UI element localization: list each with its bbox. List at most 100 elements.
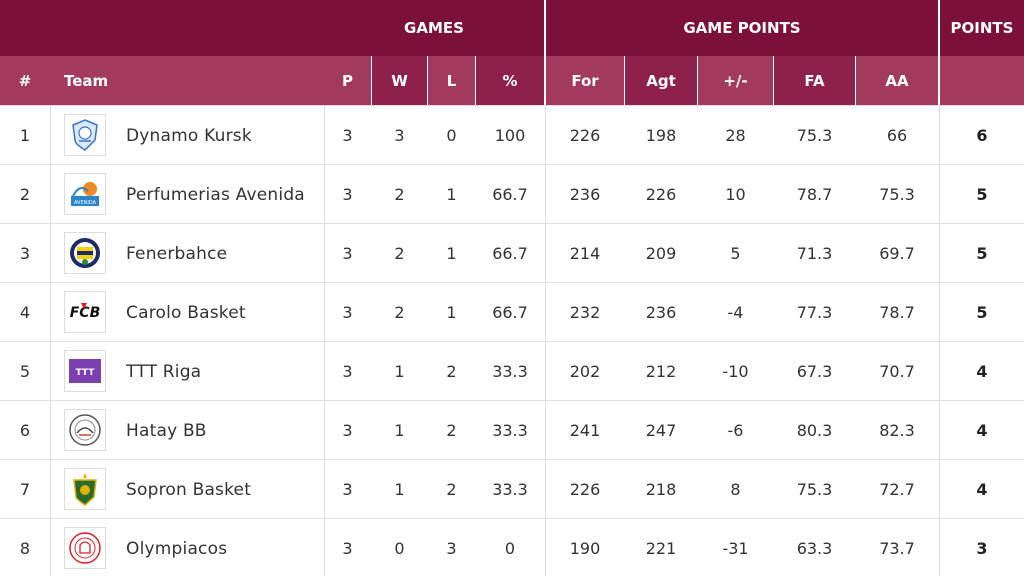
wins-cell: 2 [394, 185, 405, 204]
rank-cell: 2 [19, 185, 31, 204]
rank-cell: 7 [19, 480, 31, 499]
win-pct-cell: 33.3 [492, 362, 528, 381]
col-header-agt[interactable]: Agt [625, 56, 697, 105]
team-name-link[interactable]: Olympiacos [126, 538, 228, 559]
rank-cell: 8 [19, 539, 31, 558]
col-header-p[interactable]: P [324, 56, 371, 105]
table-row[interactable]: 8 3 0 3 0 190 221 -31 63.3 73.7 3 Olympiacos [0, 518, 1024, 577]
win-pct-cell: 33.3 [492, 421, 528, 440]
points-cell: 5 [976, 303, 988, 322]
header-blank [0, 0, 324, 56]
col-header-rank[interactable]: # [0, 56, 50, 105]
point-diff-cell: 10 [725, 185, 746, 204]
avg-against-cell: 78.7 [879, 303, 915, 322]
carolo-basket-logo[interactable]: FCB [64, 291, 106, 333]
points-for-cell: 241 [569, 421, 601, 440]
avg-for-cell: 67.3 [796, 362, 833, 381]
avg-against-cell: 69.7 [879, 244, 915, 263]
team-name-link[interactable]: Sopron Basket [126, 479, 252, 500]
played-cell: 3 [342, 244, 353, 263]
points-cell: 4 [976, 421, 988, 440]
col-header-pct[interactable]: % [476, 56, 544, 105]
wins-cell: 3 [394, 126, 405, 145]
table-row[interactable]: 1 3 3 0 100 226 198 28 75.3 66 6 Dynamo Kursk [0, 105, 1024, 164]
avg-for-cell: 75.3 [796, 480, 833, 499]
team-name-link[interactable]: Perfumerias Avenida [126, 184, 305, 205]
table-row[interactable]: 6 3 1 2 33.3 241 247 -6 80.3 82.3 4 Hatay BB [0, 400, 1024, 459]
col-header-pts-blank [940, 56, 1024, 105]
team-name-link[interactable]: Carolo Basket [126, 302, 246, 323]
points-for-cell: 226 [569, 480, 601, 499]
avg-against-cell: 70.7 [879, 362, 915, 381]
col-header-l[interactable]: L [428, 56, 475, 105]
col-header-fa[interactable]: FA [774, 56, 855, 105]
svg-text:AVENIDA: AVENIDA [74, 200, 97, 206]
points-against-cell: 221 [645, 539, 677, 558]
points-against-cell: 212 [645, 362, 677, 381]
played-cell: 3 [342, 362, 353, 381]
points-against-cell: 209 [645, 244, 677, 263]
points-for-cell: 214 [569, 244, 601, 263]
wins-cell: 1 [394, 480, 405, 499]
ttt-riga-logo[interactable]: TTT [64, 350, 106, 392]
rank-cell: 6 [19, 421, 31, 440]
header-game-points: GAME POINTS [546, 0, 938, 56]
column-divider [324, 105, 325, 576]
table-row[interactable]: 2 3 2 1 66.7 236 226 10 78.7 75.3 5 AVENIDA Perfumer… [0, 164, 1024, 223]
table-row[interactable]: 5 3 1 2 33.3 202 212 -10 67.3 70.7 4 TTT TTT Riga [0, 341, 1024, 400]
table-row[interactable]: 4 3 2 1 66.7 232 236 -4 77.3 78.7 5 FCB Carolo Baske… [0, 282, 1024, 341]
sopron-basket-logo[interactable] [64, 468, 106, 510]
losses-cell: 2 [446, 480, 457, 499]
team-name-link[interactable]: Dynamo Kursk [126, 125, 252, 146]
team-name-link[interactable]: TTT Riga [126, 361, 202, 382]
points-for-cell: 226 [569, 126, 601, 145]
avg-for-cell: 75.3 [796, 126, 833, 145]
played-cell: 3 [342, 539, 353, 558]
fenerbahce-logo[interactable] [64, 232, 106, 274]
dynamo-kursk-logo[interactable] [64, 114, 106, 156]
svg-text:FCB: FCB [70, 305, 101, 321]
header-points: POINTS [940, 0, 1024, 56]
table-row[interactable]: 7 3 1 2 33.3 226 218 8 75.3 72.7 4 Sopron Basket [0, 459, 1024, 518]
col-header-team[interactable]: Team [50, 56, 324, 105]
team-name-link[interactable]: Fenerbahce [126, 243, 228, 264]
col-header-aa[interactable]: AA [856, 56, 938, 105]
point-diff-cell: -6 [727, 421, 744, 440]
points-against-cell: 198 [645, 126, 677, 145]
col-header-for[interactable]: For [546, 56, 624, 105]
wins-cell: 0 [394, 539, 405, 558]
win-pct-cell: 100 [494, 126, 526, 145]
column-divider [50, 105, 51, 576]
header-games: GAMES [324, 0, 544, 56]
points-cell: 3 [976, 539, 988, 558]
perfumerias-avenida-logo[interactable]: AVENIDA [64, 173, 106, 215]
table-row[interactable]: 3 3 2 1 66.7 214 209 5 71.3 69.7 5 Fenerbahce [0, 223, 1024, 282]
column-divider [545, 105, 546, 576]
col-header-w[interactable]: W [372, 56, 427, 105]
point-diff-cell: 8 [730, 480, 741, 499]
team-name-link[interactable]: Hatay BB [126, 420, 207, 441]
points-for-cell: 202 [569, 362, 601, 381]
points-cell: 5 [976, 185, 988, 204]
points-for-cell: 190 [569, 539, 601, 558]
points-cell: 6 [976, 126, 988, 145]
hatay-bb-logo[interactable] [64, 409, 106, 451]
points-cell: 4 [976, 480, 988, 499]
point-diff-cell: 28 [725, 126, 746, 145]
losses-cell: 3 [446, 539, 457, 558]
played-cell: 3 [342, 185, 353, 204]
point-diff-cell: 5 [730, 244, 741, 263]
losses-cell: 1 [446, 303, 457, 322]
avg-against-cell: 66 [886, 126, 908, 145]
point-diff-cell: -10 [722, 362, 749, 381]
olympiacos-logo[interactable] [64, 527, 106, 569]
column-divider [939, 105, 940, 576]
win-pct-cell: 0 [504, 539, 516, 558]
played-cell: 3 [342, 126, 353, 145]
col-header-diff[interactable]: +/- [698, 56, 773, 105]
wins-cell: 1 [394, 421, 405, 440]
points-against-cell: 236 [645, 303, 677, 322]
wins-cell: 2 [394, 303, 405, 322]
wins-cell: 2 [394, 244, 405, 263]
